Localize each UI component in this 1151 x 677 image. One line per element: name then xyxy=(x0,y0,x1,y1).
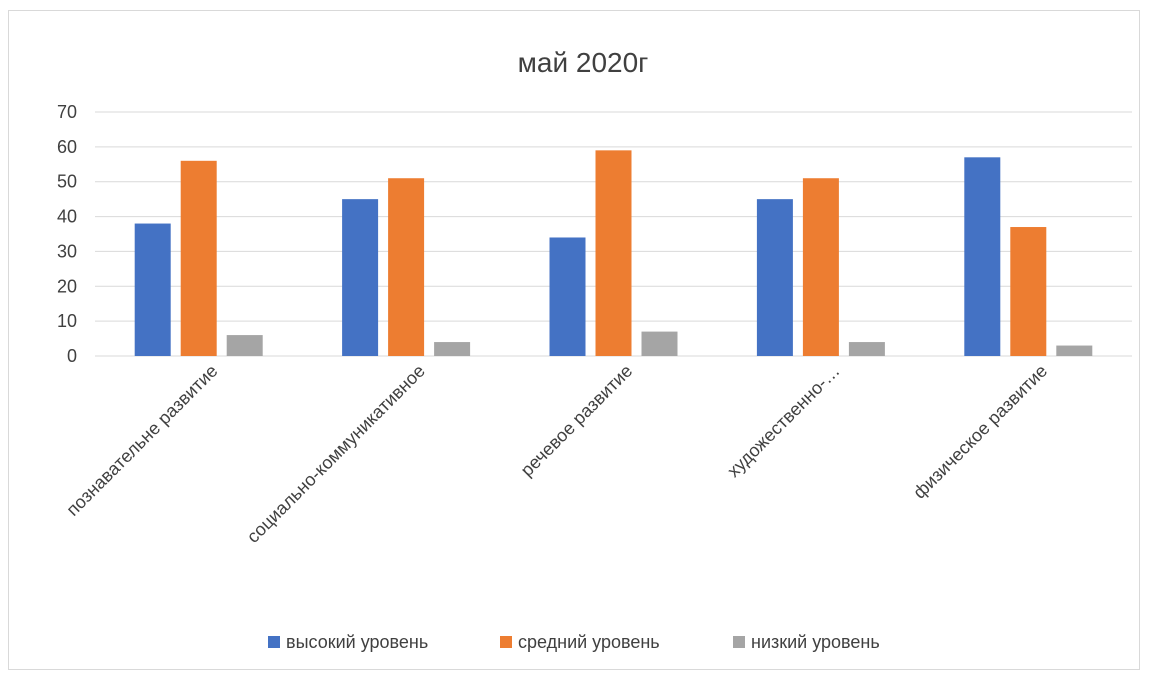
y-tick-label: 20 xyxy=(57,276,77,296)
x-axis: познавательне развитие социально-коммуник… xyxy=(62,361,1051,547)
x-tick-label: познавательне развитие xyxy=(62,361,221,520)
legend-label: низкий уровень xyxy=(751,632,880,652)
y-tick-label: 40 xyxy=(57,207,77,227)
legend-swatch xyxy=(268,636,280,648)
bar-1-4 xyxy=(756,199,793,356)
bar-2-2 xyxy=(388,178,425,356)
legend-label: высокий уровень xyxy=(286,632,428,652)
bar-1-1 xyxy=(134,223,171,356)
legend-label: средний уровень xyxy=(518,632,660,652)
y-tick-label: 60 xyxy=(57,137,77,157)
y-tick-label: 50 xyxy=(57,172,77,192)
chart-title: май 2020г xyxy=(518,47,649,78)
y-axis: 0 10 20 30 40 50 60 70 xyxy=(57,102,77,366)
legend: высокий уровень средний уровень низкий уро… xyxy=(268,632,880,652)
legend-swatch xyxy=(500,636,512,648)
bar-1-2 xyxy=(342,199,379,356)
x-tick-label: социально-коммуникативное xyxy=(243,361,429,547)
bars xyxy=(134,150,1093,356)
bar-1-3 xyxy=(549,237,586,356)
y-tick-label: 30 xyxy=(57,241,77,261)
bar-3-5 xyxy=(1056,345,1093,356)
bar-2-3 xyxy=(595,150,632,356)
bar-1-5 xyxy=(964,157,1001,356)
y-tick-label: 0 xyxy=(67,346,77,366)
bar-3-3 xyxy=(641,331,678,356)
bar-3-1 xyxy=(226,335,263,356)
y-tick-label: 70 xyxy=(57,102,77,122)
bar-2-4 xyxy=(802,178,839,356)
bar-3-4 xyxy=(848,342,885,356)
y-tick-label: 10 xyxy=(57,311,77,331)
x-tick-label: речевое развитие xyxy=(517,361,637,481)
bar-2-5 xyxy=(1010,227,1047,356)
bar-3-2 xyxy=(434,342,471,356)
legend-swatch xyxy=(733,636,745,648)
bar-2-1 xyxy=(180,160,217,356)
x-tick-label: физическое развитие xyxy=(909,361,1051,503)
x-tick-label: художественно-… xyxy=(723,361,843,481)
